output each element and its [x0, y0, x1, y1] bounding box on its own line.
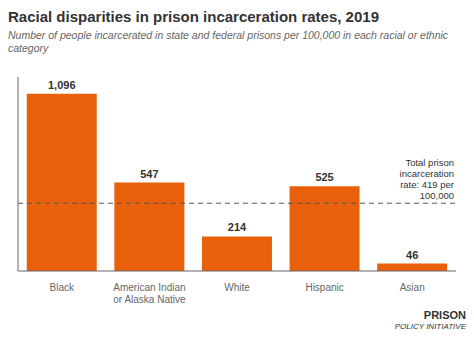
- svg-text:1,096: 1,096: [48, 79, 76, 91]
- svg-text:Black: Black: [50, 282, 75, 293]
- svg-text:46: 46: [406, 249, 418, 261]
- html-text:PRISON: PRISON: [423, 309, 466, 321]
- svg-text:American Indianor Alaska Nativ: American Indianor Alaska Native: [113, 282, 186, 305]
- svg-text:214: 214: [228, 221, 247, 233]
- html-text:Racial disparities in prison i: Racial disparities in prison incarcerati…: [8, 8, 379, 25]
- html-text:Number of people incarcerated: Number of people incarcerated in state a…: [8, 29, 449, 54]
- svg-text:547: 547: [140, 168, 158, 180]
- svg-text:525: 525: [315, 171, 333, 183]
- svg-text:Hispanic: Hispanic: [305, 282, 343, 293]
- svg-text:Total prisonincarcerationrate:: Total prisonincarcerationrate: 419 per10…: [400, 157, 454, 201]
- html-text:POLICY INITIATIVE: POLICY INITIATIVE: [394, 322, 466, 331]
- svg-text:Asian: Asian: [400, 282, 425, 293]
- svg-text:White: White: [224, 282, 250, 293]
